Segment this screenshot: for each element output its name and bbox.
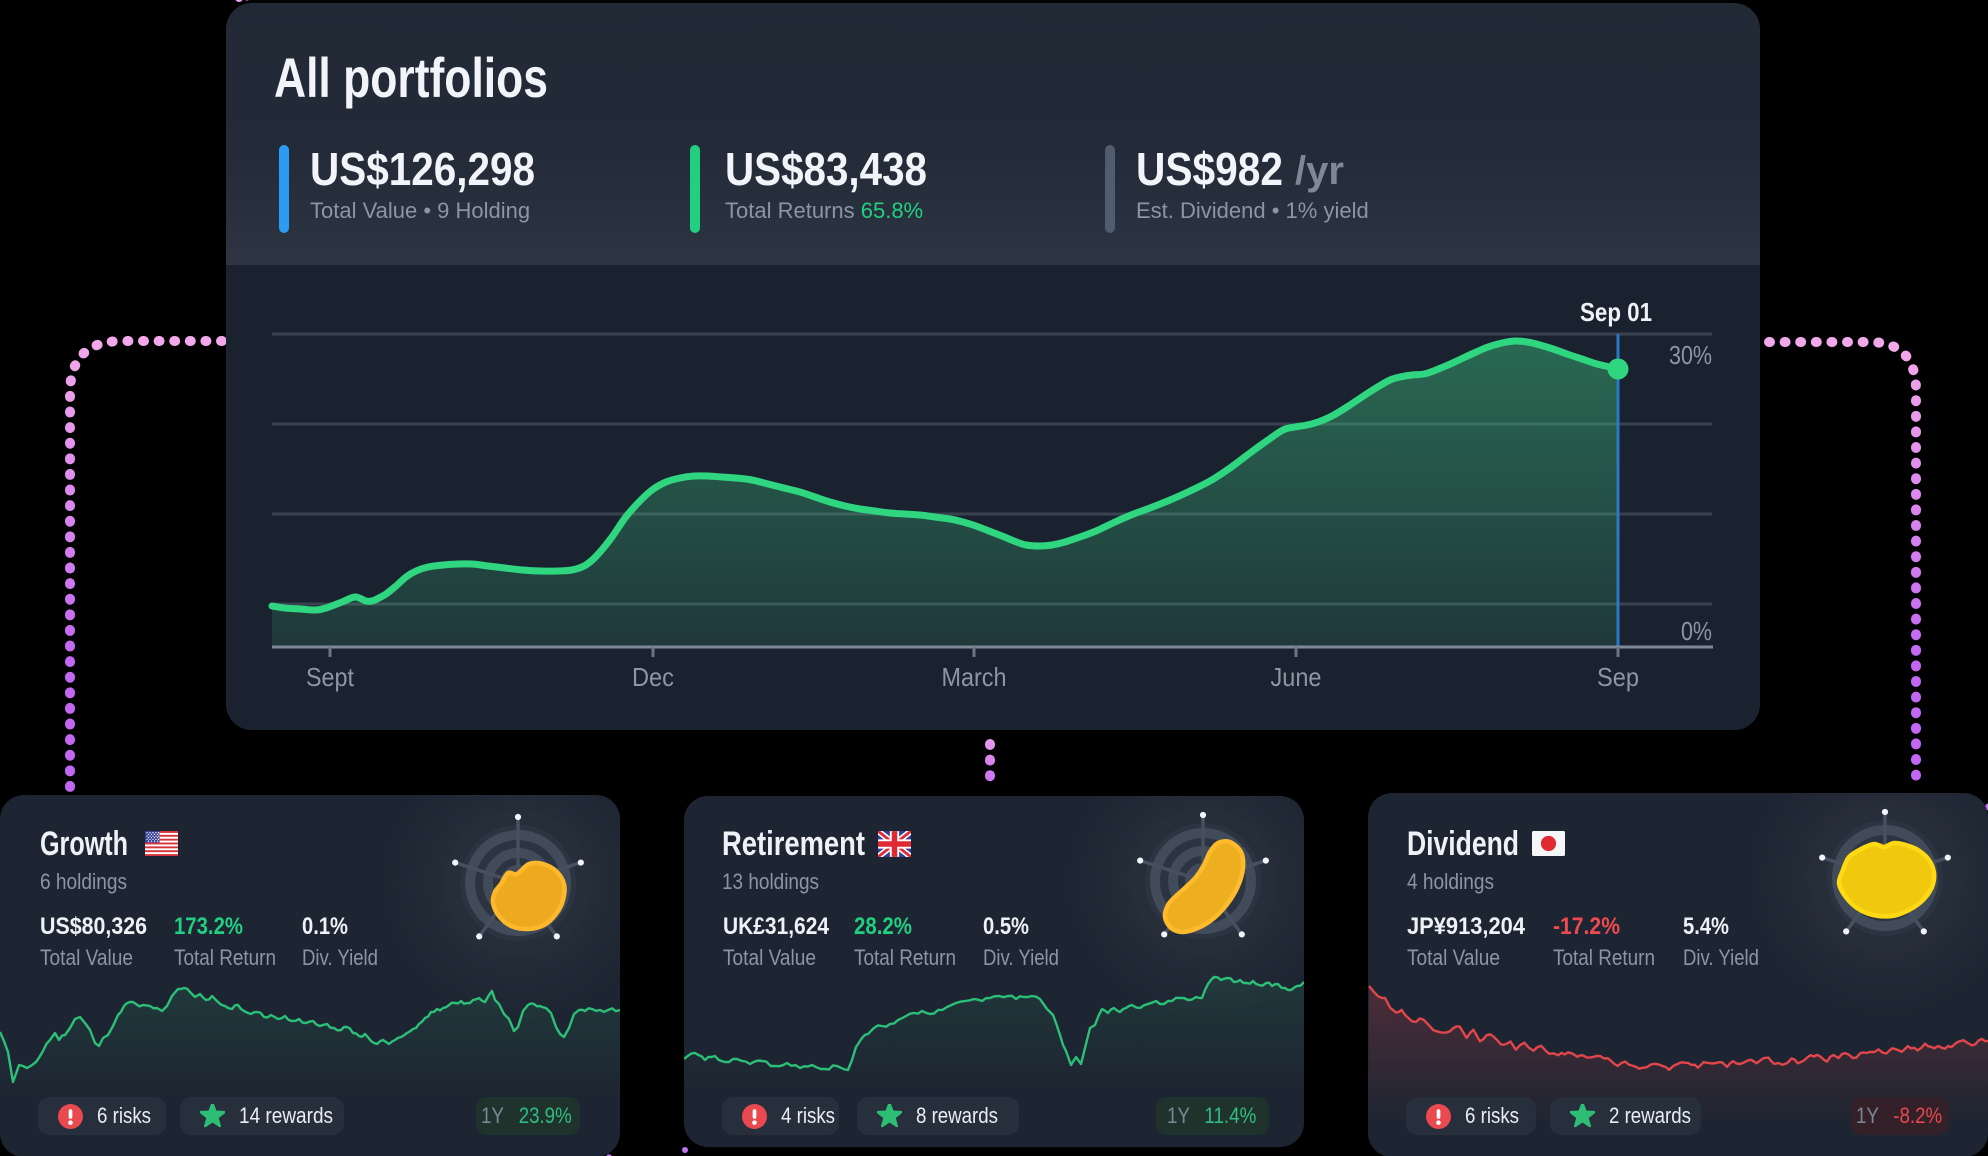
svg-text:Dec: Dec: [632, 662, 674, 692]
svg-text:March: March: [942, 662, 1007, 692]
svg-text:Sep: Sep: [1597, 662, 1639, 692]
svg-text:June: June: [1271, 662, 1322, 692]
svg-text:Sep 01: Sep 01: [1580, 297, 1652, 327]
svg-text:Sept: Sept: [306, 662, 355, 692]
svg-text:0%: 0%: [1681, 616, 1712, 646]
svg-text:30%: 30%: [1669, 340, 1712, 370]
